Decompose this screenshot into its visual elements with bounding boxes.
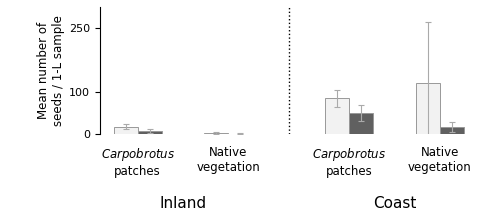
- Bar: [138, 131, 162, 134]
- Text: Inland: Inland: [160, 196, 206, 211]
- Text: Coast: Coast: [372, 196, 416, 211]
- Bar: [440, 127, 464, 134]
- Bar: [114, 127, 138, 134]
- Bar: [416, 83, 440, 134]
- Text: $\it{Carpobrotus}$
patches: $\it{Carpobrotus}$ patches: [100, 146, 175, 177]
- Y-axis label: Mean number of
seeds / 1-L sample: Mean number of seeds / 1-L sample: [37, 15, 65, 126]
- Bar: [325, 98, 349, 134]
- Text: Native
vegetation: Native vegetation: [196, 146, 260, 174]
- Text: $\it{Carpobrotus}$
patches: $\it{Carpobrotus}$ patches: [312, 146, 386, 177]
- Bar: [349, 113, 374, 134]
- Bar: [204, 133, 229, 134]
- Text: Native
vegetation: Native vegetation: [408, 146, 472, 174]
